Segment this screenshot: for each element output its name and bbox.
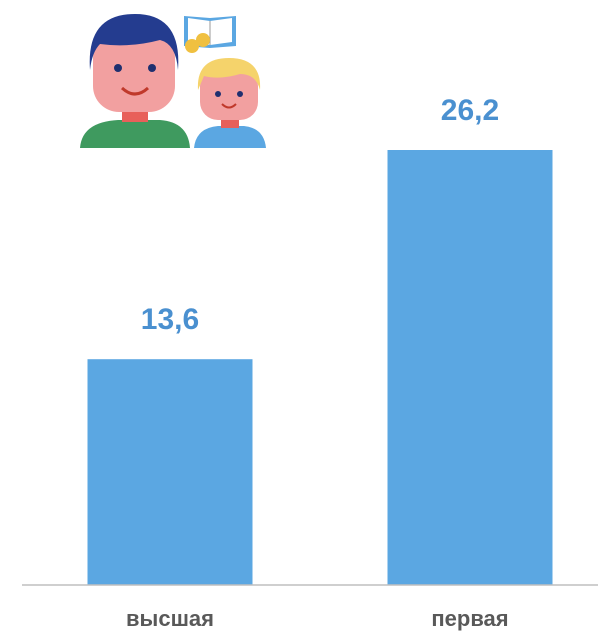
value-label: 26,2 (441, 94, 499, 127)
x-tick-label: высшая (126, 606, 214, 631)
bar (387, 150, 553, 585)
value-label: 13,6 (141, 303, 199, 336)
illustration (80, 14, 266, 148)
x-tick-label: первая (431, 606, 508, 631)
bar (87, 359, 253, 585)
